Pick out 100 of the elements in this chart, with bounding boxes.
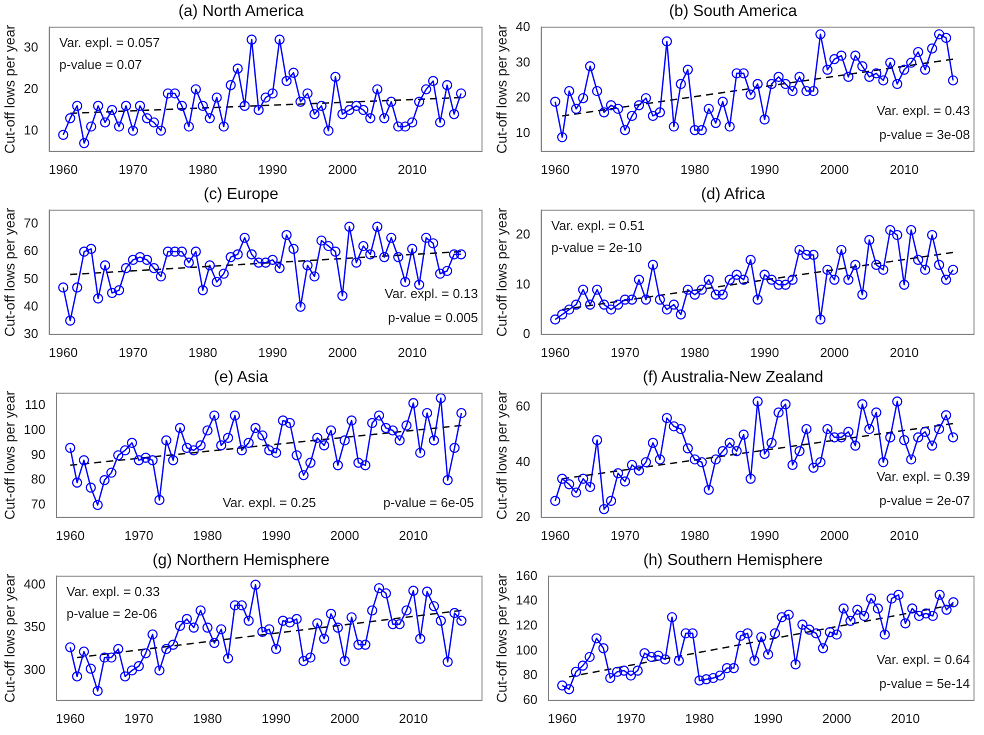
point	[147, 629, 158, 640]
point	[202, 622, 213, 633]
point	[704, 484, 714, 495]
x-tick-label: 2010	[398, 528, 428, 543]
point	[319, 634, 330, 644]
point	[885, 224, 896, 236]
point	[260, 258, 271, 268]
point	[278, 415, 288, 426]
point	[106, 288, 118, 298]
point	[612, 104, 624, 114]
point	[736, 630, 746, 641]
point	[824, 626, 835, 638]
point	[710, 118, 721, 128]
point	[626, 110, 638, 122]
point	[718, 96, 728, 107]
annotation: p-value = 2e-07	[879, 492, 970, 508]
point	[330, 72, 341, 82]
x-tick-label: 1960	[540, 162, 570, 177]
point	[674, 656, 684, 666]
point	[188, 622, 199, 633]
point	[428, 601, 440, 612]
point	[394, 435, 405, 446]
point	[456, 408, 467, 418]
point	[323, 126, 334, 136]
point	[850, 260, 860, 270]
point	[927, 230, 938, 240]
point	[449, 608, 460, 618]
x-tick-label: 2010	[890, 162, 919, 177]
y-tick-label: 10	[516, 276, 530, 292]
point	[892, 78, 902, 90]
point	[620, 125, 630, 136]
point	[209, 410, 220, 421]
y-tick-label: 300	[24, 662, 46, 677]
point	[456, 616, 467, 626]
point	[142, 254, 152, 265]
point	[815, 314, 826, 325]
point	[880, 629, 890, 640]
y-tick-label: 30	[24, 326, 38, 341]
point	[746, 90, 756, 100]
point	[386, 232, 396, 243]
point	[718, 446, 728, 456]
x-tick-label: 1970	[616, 710, 646, 726]
x-tick-label: 1970	[118, 162, 148, 177]
chart-title: (d) Africa	[700, 186, 766, 204]
point	[920, 608, 932, 619]
y-tick-label: 100	[516, 642, 538, 658]
point	[302, 260, 313, 270]
point	[58, 130, 68, 140]
point	[780, 78, 791, 90]
point	[550, 496, 560, 506]
point	[808, 462, 819, 473]
point	[928, 610, 938, 622]
point	[65, 113, 76, 124]
x-tick-label: 2010	[890, 528, 919, 543]
point	[281, 76, 292, 86]
point	[885, 58, 896, 68]
point	[72, 478, 82, 488]
point	[174, 422, 186, 434]
point	[246, 34, 257, 45]
point	[65, 642, 76, 652]
point	[365, 113, 376, 124]
point	[598, 299, 610, 310]
point	[428, 76, 438, 86]
point	[752, 78, 763, 90]
point	[58, 282, 68, 293]
point	[571, 299, 582, 310]
point	[808, 250, 819, 260]
point	[708, 672, 718, 684]
point	[330, 246, 341, 257]
point	[914, 610, 924, 622]
point	[864, 72, 874, 82]
point	[93, 293, 104, 304]
y-tick-label: 20	[516, 90, 530, 105]
point	[326, 425, 336, 436]
point	[351, 100, 362, 111]
point	[99, 475, 110, 486]
x-tick-label: 2010	[890, 710, 920, 726]
annotation: p-value = 3e-08	[879, 126, 970, 142]
point	[857, 399, 868, 410]
x-tick-label: 1980	[188, 344, 218, 360]
point	[749, 656, 760, 666]
point	[886, 593, 897, 604]
point	[415, 634, 426, 644]
point	[162, 88, 174, 99]
point	[818, 643, 828, 654]
x-tick-label: 1970	[124, 710, 154, 726]
point	[871, 260, 882, 270]
y-tick-label: 30	[516, 54, 530, 70]
point	[254, 104, 264, 116]
point	[864, 234, 874, 246]
point	[442, 80, 452, 90]
point	[126, 665, 138, 676]
x-tick-label: 1960	[540, 528, 570, 543]
point	[584, 652, 595, 662]
point	[790, 659, 801, 670]
point	[770, 628, 780, 638]
y-tick-label: 20	[516, 226, 530, 242]
point	[156, 126, 166, 136]
point	[448, 249, 460, 260]
point	[850, 440, 860, 451]
